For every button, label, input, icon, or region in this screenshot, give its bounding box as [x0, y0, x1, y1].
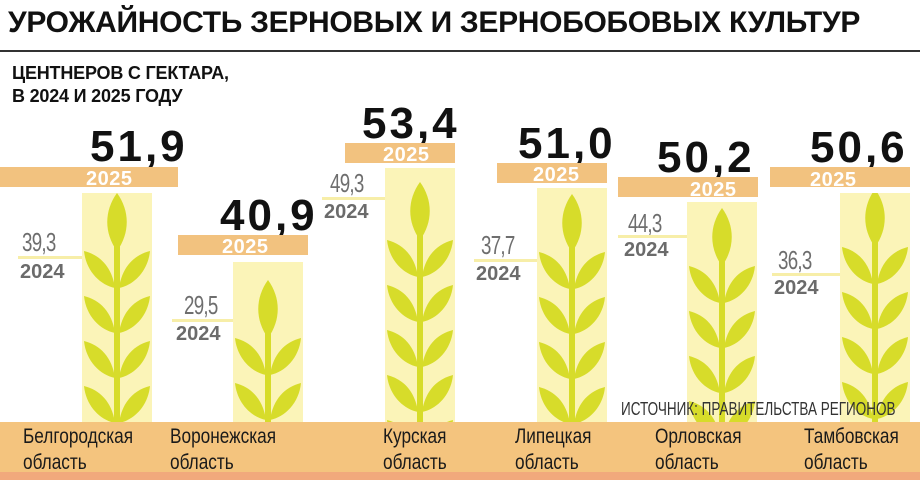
bar-2025 [770, 167, 910, 187]
year-2024-label: 2024 [176, 323, 221, 345]
region-type: область [515, 451, 579, 474]
wheat-icon [842, 193, 908, 422]
value-2025: 50,6 [810, 123, 908, 172]
region-type: область [655, 451, 719, 474]
value-2025: 51,0 [518, 119, 616, 168]
year-2024-label: 2024 [476, 263, 521, 285]
region-label-voronezh: Воронежская область [170, 424, 276, 476]
bottom-strip [0, 472, 920, 480]
region-label-lipetsk: Липецкая область [515, 424, 592, 476]
wheat-column [840, 193, 910, 422]
wheat-icon [235, 280, 301, 422]
marker-2024 [618, 235, 687, 238]
value-2024: 39,3 [22, 227, 56, 257]
wheat-icon [689, 208, 755, 422]
wheat-column [385, 168, 455, 422]
region-type: область [804, 451, 868, 474]
region-label-tambov: Тамбовская область [804, 424, 899, 476]
wheat-icon [387, 182, 453, 422]
wheat-column [82, 193, 152, 422]
year-2025-label: 2025 [690, 179, 737, 201]
year-2025-label: 2025 [383, 144, 430, 166]
region-name: Белгородская [23, 425, 134, 448]
value-2024: 44,3 [628, 208, 662, 238]
marker-2024 [322, 197, 385, 200]
value-2024: 37,7 [481, 230, 515, 260]
wheat-column [687, 202, 757, 422]
value-2025: 53,4 [362, 99, 460, 148]
year-2025-label: 2025 [810, 169, 857, 191]
region-name: Воронежская [170, 425, 277, 448]
region-name: Липецкая [515, 425, 592, 448]
region-name: Тамбовская [804, 425, 899, 448]
year-2024-label: 2024 [774, 277, 819, 299]
marker-2024 [474, 259, 537, 262]
region-label-orel: Орловская область [655, 424, 742, 476]
region-name: Орловская [655, 425, 742, 448]
year-2025-label: 2025 [86, 168, 133, 190]
bar-2025 [178, 235, 308, 255]
chart-subtitle: ЦЕНТНЕРОВ С ГЕКТАРА, В 2024 И 2025 ГОДУ [12, 62, 229, 108]
year-2024-label: 2024 [20, 261, 65, 283]
value-2024: 49,3 [330, 168, 364, 198]
year-2024-label: 2024 [624, 239, 669, 261]
marker-2024 [18, 256, 82, 259]
region-name: Курская [383, 425, 447, 448]
region-type: область [170, 451, 234, 474]
chart-title: УРОЖАЙНОСТЬ ЗЕРНОВЫХ И ЗЕРНОБОБОВЫХ КУЛЬ… [8, 6, 861, 39]
value-2024: 29,5 [184, 290, 218, 320]
region-label-band [0, 422, 920, 472]
region-label-belgorod: Белгородская область [23, 424, 133, 476]
wheat-icon [84, 193, 150, 422]
subtitle-line-2: В 2024 И 2025 ГОДУ [12, 86, 183, 106]
year-2025-label: 2025 [222, 236, 269, 258]
year-2024-label: 2024 [324, 201, 369, 223]
region-label-kursk: Курская область [383, 424, 447, 476]
value-2025: 40,9 [220, 191, 318, 240]
year-2025-label: 2025 [533, 164, 580, 186]
value-2025: 50,2 [657, 133, 755, 182]
marker-2024 [172, 319, 233, 322]
title-divider [0, 50, 920, 52]
bar-2025 [497, 163, 607, 183]
marker-2024 [772, 273, 840, 276]
source-note: ИСТОЧНИК: ПРАВИТЕЛЬСТВА РЕГИОНОВ [621, 399, 896, 419]
bar-2025 [618, 177, 758, 197]
region-type: область [23, 451, 87, 474]
wheat-column [233, 262, 303, 422]
subtitle-line-1: ЦЕНТНЕРОВ С ГЕКТАРА, [12, 63, 229, 83]
wheat-icon [539, 194, 605, 422]
bar-2025 [0, 167, 178, 187]
wheat-column [537, 188, 607, 422]
region-type: область [383, 451, 447, 474]
bar-2025 [345, 143, 455, 163]
value-2025: 51,9 [90, 122, 188, 171]
value-2024: 36,3 [778, 245, 812, 275]
